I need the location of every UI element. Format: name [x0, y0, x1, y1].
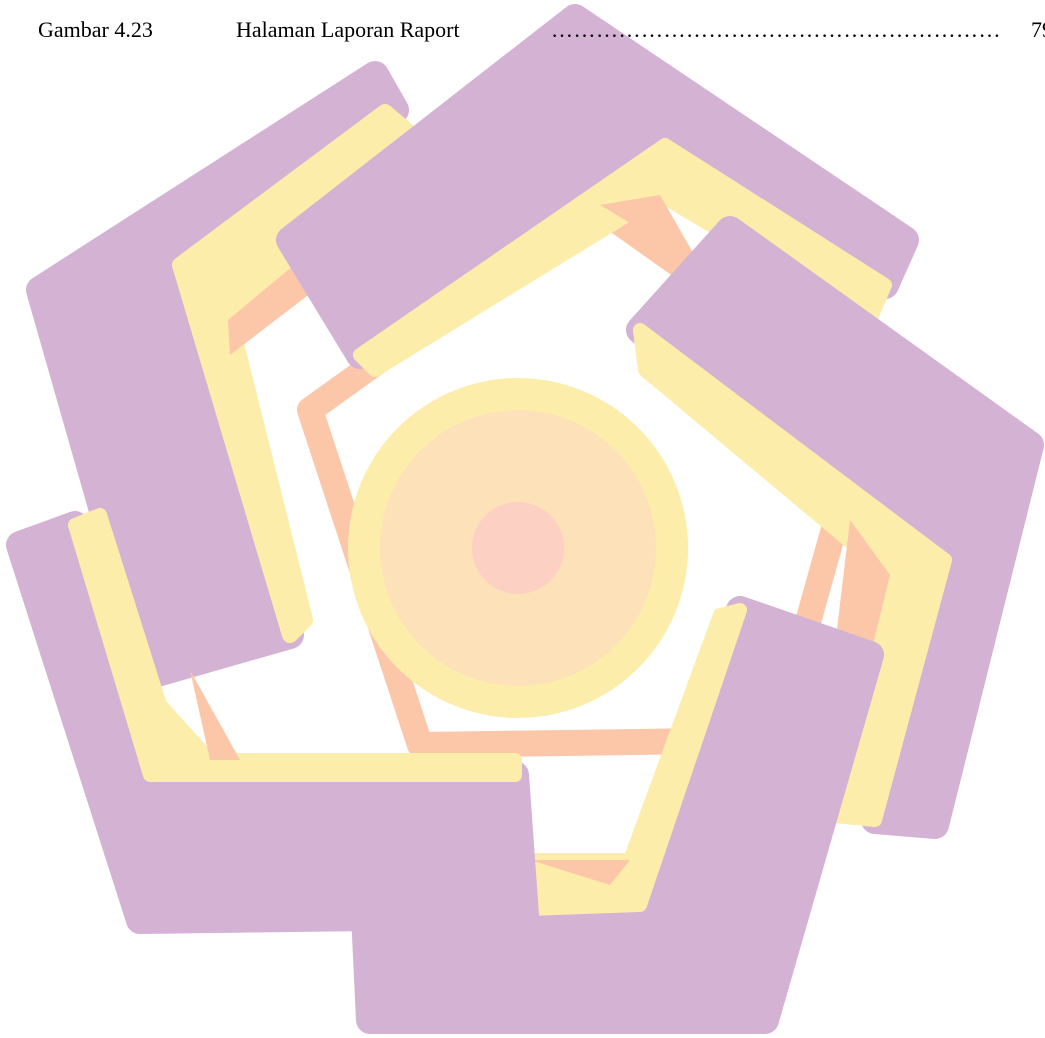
- page-number: 79: [1031, 17, 1045, 42]
- dot-leader: ……………………………………………………: [551, 17, 1001, 42]
- figure-number: Gambar 4.23: [38, 17, 153, 42]
- table-of-figures-entry: Gambar 4.23 Halaman Laporan Raport ………………: [0, 14, 1045, 46]
- figure-title: Halaman Laporan Raport: [236, 17, 460, 42]
- logo-center-circle: [348, 378, 688, 718]
- logo-arm-bottom-left: [6, 508, 539, 934]
